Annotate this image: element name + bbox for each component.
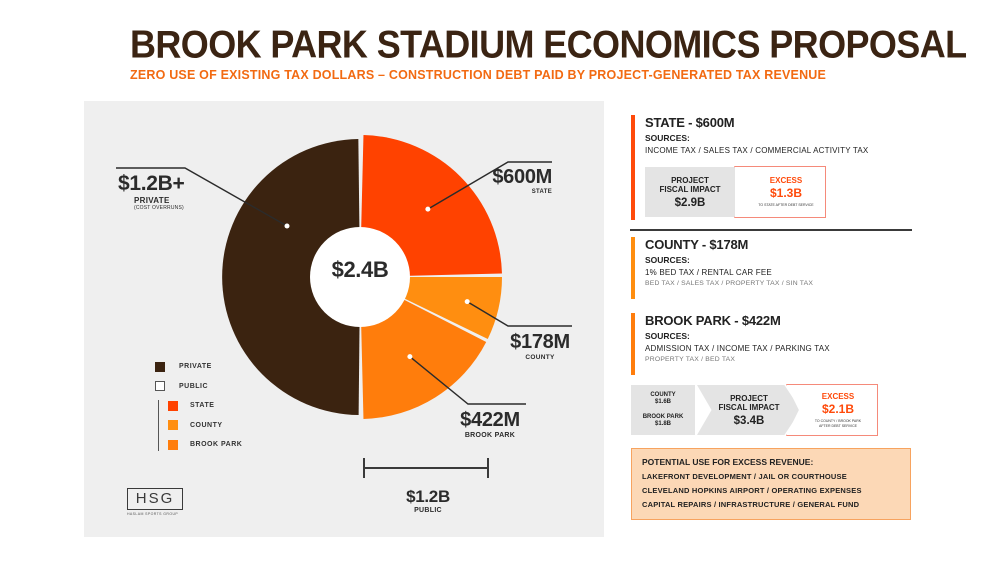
brook-park-impact-label-2: FISCAL IMPACT (718, 402, 780, 412)
county-sources: 1% BED TAX / RENTAL CAR FEE (645, 268, 772, 277)
excess-uses-row-2: CLEVELAND HOPKINS AIRPORT / OPERATING EX… (642, 486, 862, 495)
label-public-caption: PUBLIC (414, 507, 442, 514)
legend-item-county: COUNTY (168, 416, 242, 436)
legend-item-public: PUBLIC (155, 377, 242, 397)
breakdown-county-label: COUNTY (650, 392, 676, 399)
label-private-caption: PRIVATE (134, 196, 170, 205)
brook-park-excess-note-1: TO COUNTY / BROOK PARK (814, 419, 862, 423)
leader-line-county (466, 300, 572, 327)
legend-swatch-state (168, 400, 178, 411)
public-bracket (363, 458, 489, 478)
brook-park-section: BROOK PARK - $422M SOURCES: ADMISSION TA… (631, 313, 830, 375)
excess-uses-panel: POTENTIAL USE FOR EXCESS REVENUE: LAKEFR… (631, 448, 911, 520)
excess-uses-row-3: CAPITAL REPAIRS / INFRASTRUCTURE / GENER… (642, 500, 860, 509)
state-sources-label: SOURCES: (645, 133, 690, 143)
leader-dot-brook-park (407, 354, 413, 360)
brook-park-sources: ADMISSION TAX / INCOME TAX / PARKING TAX (645, 344, 830, 353)
page-title: BROOK PARK STADIUM ECONOMICS PROPOSAL (130, 22, 967, 67)
legend-label-state: STATE (190, 402, 215, 410)
leader-line-state (427, 161, 552, 210)
label-county: $178M COUNTY (508, 331, 572, 361)
label-public-amount: $1.2B (406, 487, 450, 506)
brook-park-sources-label: SOURCES: (645, 331, 690, 341)
legend-swatch-county (168, 420, 178, 431)
donut-hole (310, 227, 410, 327)
breakdown-brook-park-label: BROOK PARK (642, 413, 684, 420)
breakdown-county-value: $1.6B (654, 399, 671, 406)
excess-uses-heading: POTENTIAL USE FOR EXCESS REVENUE: (642, 457, 814, 467)
slice-state (360, 135, 502, 277)
label-brook-park: $422M BROOK PARK (455, 409, 525, 439)
label-brook-park-amount: $422M (460, 409, 520, 431)
legend-item-brook-park: BROOK PARK (168, 435, 242, 455)
state-impact-label-1: PROJECT (671, 175, 709, 185)
county-title: COUNTY - $178M (645, 237, 749, 252)
legend-swatch-brook-park (168, 439, 178, 450)
legend-label-private: PRIVATE (179, 363, 212, 371)
hsg-logo: HSG HASLAM SPORTS GROUP (127, 488, 183, 516)
divider-2 (630, 304, 912, 306)
state-title: STATE - $600M (645, 115, 735, 130)
legend-swatch-public (155, 381, 165, 392)
legend-label-brook-park: BROOK PARK (190, 441, 243, 449)
county-sources-secondary: BED TAX / SALES TAX / PROPERTY TAX / SIN… (645, 280, 814, 287)
county-sources-label: SOURCES: (645, 255, 690, 265)
legend-public-group: STATE COUNTY BROOK PARK (155, 396, 242, 455)
legend-bracket (158, 400, 159, 451)
label-county-caption: COUNTY (525, 354, 555, 361)
page-subtitle: ZERO USE OF EXISTING TAX DOLLARS – CONST… (130, 68, 827, 82)
divider-1 (630, 229, 912, 231)
brook-park-impact-label-1: PROJECT (730, 393, 768, 403)
label-public: $1.2B PUBLIC (396, 487, 460, 514)
label-state-amount: $600M (492, 166, 552, 188)
state-impact-value: $2.9B (674, 196, 706, 209)
brook-park-excess-box: EXCESS $2.1B TO COUNTY / BROOK PARK AFTE… (786, 384, 878, 436)
label-private-amount: $1.2B+ (118, 172, 185, 195)
leader-line-private (116, 167, 288, 227)
state-impact-box: PROJECT FISCAL IMPACT $2.9B (645, 167, 735, 217)
breakdown-brook-park-value: $1.8B (654, 420, 671, 427)
brook-park-breakdown-box: COUNTY $1.6B BROOK PARK $1.8B (631, 385, 695, 435)
label-brook-park-caption: BROOK PARK (464, 432, 516, 439)
hsg-logo-mark: HSG (127, 488, 183, 510)
legend-item-state: STATE (168, 396, 242, 416)
brook-park-sources-secondary: PROPERTY TAX / BED TAX (645, 356, 736, 363)
legend-label-public: PUBLIC (179, 382, 209, 390)
state-sources: INCOME TAX / SALES TAX / COMMERCIAL ACTI… (645, 146, 869, 155)
label-private: $1.2B+ PRIVATE (COST OVERRUNS) (118, 172, 218, 211)
legend-swatch-private (155, 361, 165, 372)
chart-legend: PRIVATE PUBLIC STATE COUNTY BROOK PARK (155, 357, 242, 455)
hsg-logo-subtitle: HASLAM SPORTS GROUP (127, 512, 179, 516)
brook-park-excess-value: $2.1B (821, 402, 855, 416)
label-private-note: (COST OVERRUNS) (134, 205, 184, 211)
brook-park-excess-label: EXCESS (821, 392, 855, 401)
label-county-amount: $178M (510, 331, 570, 353)
label-state: $600M STATE (492, 166, 552, 195)
county-section: COUNTY - $178M SOURCES: 1% BED TAX / REN… (631, 237, 813, 299)
brook-park-title: BROOK PARK - $422M (645, 313, 781, 328)
legend-item-private: PRIVATE (155, 357, 242, 377)
brook-park-impact-value: $3.4B (733, 414, 765, 427)
state-section: STATE - $600M SOURCES: INCOME TAX / SALE… (631, 115, 868, 220)
brook-park-excess-note-2: AFTER DEBT SERVICE (819, 423, 857, 428)
label-state-caption: STATE (531, 189, 552, 195)
brook-park-impact-box: PROJECT FISCAL IMPACT $3.4B (697, 385, 801, 435)
leader-dot-county (464, 299, 470, 305)
state-excess-note: TO STATE AFTER DEBT SERVICE (758, 203, 814, 208)
state-excess-box: EXCESS $1.3B TO STATE AFTER DEBT SERVICE (734, 166, 826, 218)
state-impact-label-2: FISCAL IMPACT (659, 184, 721, 194)
leader-dot-state (425, 206, 431, 212)
leader-line-brook-park (409, 356, 526, 405)
state-excess-label: EXCESS (769, 176, 803, 186)
state-excess-value: $1.3B (769, 186, 803, 201)
leader-dot-private (284, 223, 290, 229)
legend-label-county: COUNTY (190, 421, 223, 429)
center-total-label: $2.4B (331, 257, 389, 282)
excess-uses-row-1: LAKEFRONT DEVELOPMENT / JAIL OR COURTHOU… (642, 472, 847, 481)
